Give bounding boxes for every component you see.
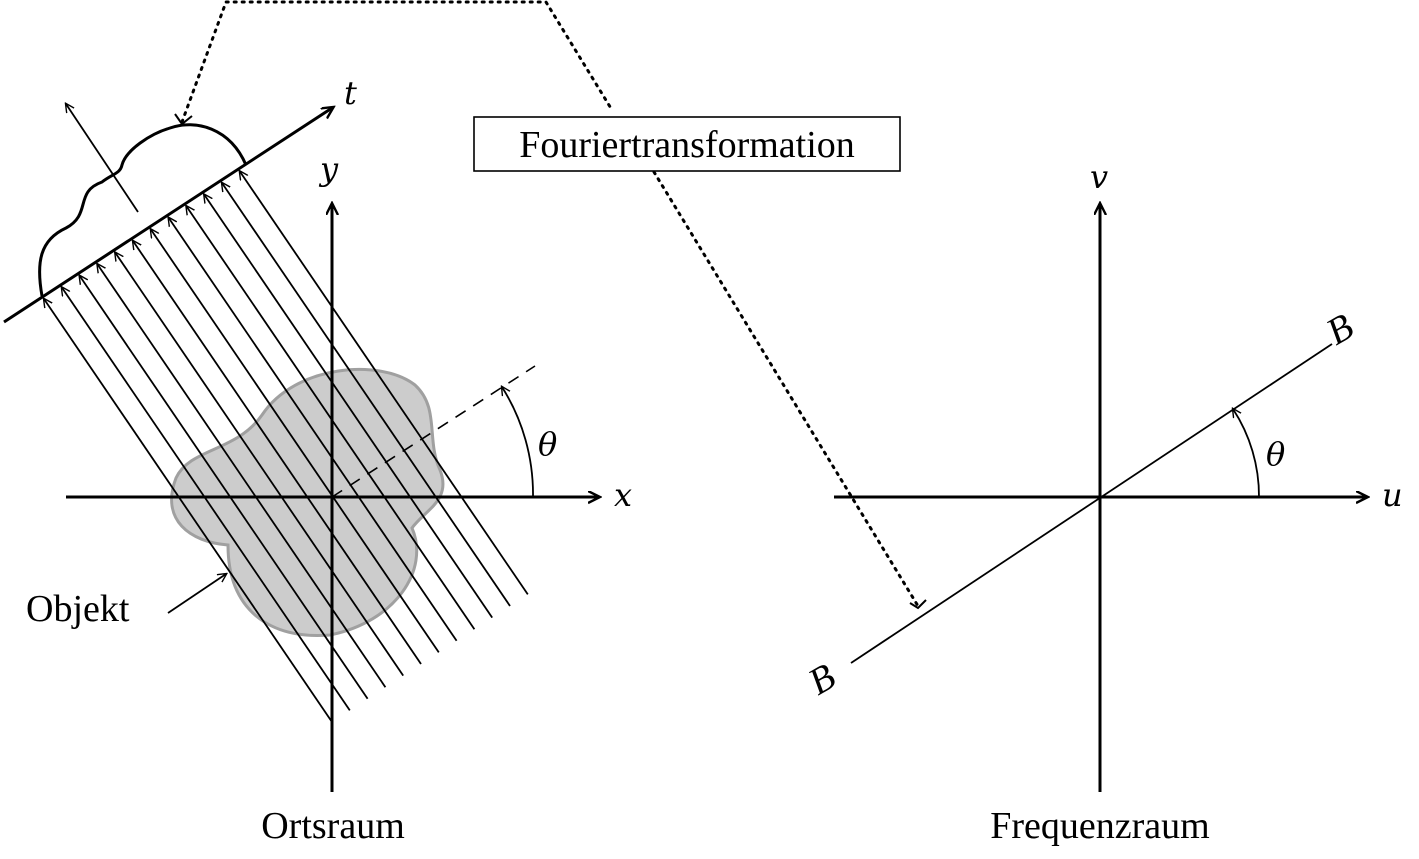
projection-normal-line [66,104,139,213]
projection-ray [80,276,369,700]
projection-ray [151,229,440,653]
frequency-domain-panel: v u θ B B Frequenzraum [801,158,1402,847]
projection-profile-curve [38,123,248,297]
fourier-transform-link: Fouriertransformation [174,0,927,610]
slice-end-label-bottom: B [801,656,842,704]
u-axis-label: u [1382,476,1403,514]
slice-line-bb [850,343,1333,664]
projection-ray [115,253,404,677]
spatial-domain-panel: t y x θ Objekt Ortsraum [3,74,632,847]
projection-ray [97,264,387,688]
dotted-arrowhead-left [174,113,193,126]
projection-ray [240,171,529,595]
spatial-domain-caption: Ortsraum [261,805,405,847]
fourier-transform-label: Fouriertransformation [519,124,855,166]
projection-rays [44,171,529,723]
projection-ray [133,241,422,665]
dotted-path-top [180,0,614,124]
frequency-domain-caption: Frequenzraum [990,805,1209,847]
projection-ray [169,218,458,642]
projection-ray [222,183,511,607]
object-pointer-arrow [167,574,226,614]
theta-label-left: θ [538,425,557,463]
x-axis-label: x [614,476,632,514]
projection-ray [204,195,493,619]
t-axis-label: t [344,74,357,112]
dotted-arrowhead-right [909,599,927,610]
theta-arc-left [502,387,534,498]
y-axis-label: y [318,150,339,188]
theta-arc-right [1233,409,1260,498]
slice-end-label-top: B [1319,306,1360,354]
v-axis-label: v [1090,158,1108,196]
object-label: Objekt [26,588,130,630]
projection-ray [62,287,351,711]
theta-label-right: θ [1266,435,1285,473]
fourier-transform-box [473,116,901,172]
dotted-path-bottom [652,170,920,608]
projection-ray [44,299,333,723]
t-axis [3,108,332,324]
projection-ray [186,206,476,630]
